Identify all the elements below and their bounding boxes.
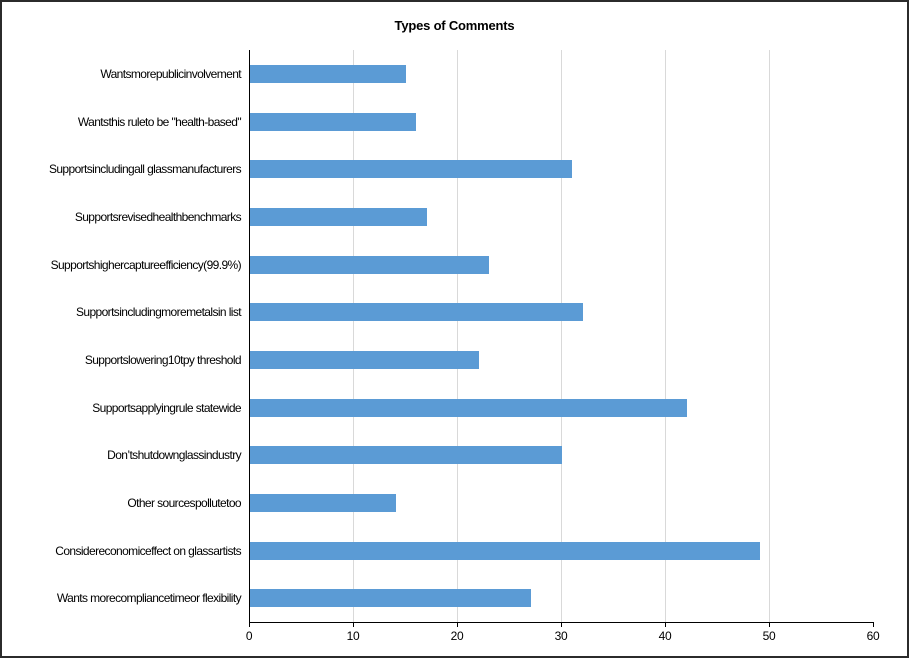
x-tick-label: 0: [245, 629, 253, 643]
bar: [250, 208, 427, 226]
x-axis-tick: [665, 623, 666, 627]
bar: [250, 446, 562, 464]
category-label: Don’tshutdownglassindustry: [107, 448, 241, 462]
x-tick-label: 20: [450, 629, 464, 643]
category-label: Supportslowering10tpy threshold: [84, 353, 242, 367]
category-label: Wants morecompliancetimeor flexibility: [56, 591, 242, 605]
x-tick-label: 30: [554, 629, 568, 643]
bar: [250, 113, 416, 131]
gridline: [457, 50, 458, 622]
gridline: [353, 50, 354, 622]
x-tick-label: 50: [762, 629, 776, 643]
category-label: Supportshighercaptureefficiency(99.9%): [50, 258, 242, 272]
chart-title: Types of Comments: [394, 18, 515, 33]
x-axis-tick: [249, 623, 250, 627]
bar: [250, 589, 531, 607]
category-label: Wantsthis ruleto be "health-based": [77, 115, 242, 129]
bar: [250, 256, 489, 274]
bar: [250, 351, 479, 369]
bar: [250, 399, 687, 417]
category-label: Supportsincludingmoremetalsin list: [75, 305, 242, 319]
bar: [250, 160, 572, 178]
category-label: Other sourcespollutetoo: [127, 496, 241, 510]
category-label: Considereconomiceffect on glassartists: [55, 544, 241, 558]
gridline: [665, 50, 666, 622]
bar: [250, 494, 396, 512]
x-axis-tick: [457, 623, 458, 627]
bar: [250, 303, 583, 321]
category-label: Wantsmorepublicinvolvement: [100, 67, 241, 81]
plot-area: [249, 50, 874, 627]
gridline: [769, 50, 770, 622]
x-axis-tick: [769, 623, 770, 627]
gridline: [561, 50, 562, 622]
x-axis-tick: [353, 623, 354, 627]
x-axis-tick: [561, 623, 562, 627]
bar: [250, 65, 406, 83]
x-tick-label: 60: [866, 629, 880, 643]
category-label: Supportsapplyingrule statewide: [92, 401, 241, 415]
x-axis-tick: [873, 623, 874, 627]
category-label: Supportsincludingall glassmanufacturers: [48, 162, 242, 176]
x-tick-label: 10: [346, 629, 360, 643]
x-tick-label: 40: [658, 629, 672, 643]
category-label: Supportsrevisedhealthbenchmarks: [74, 210, 242, 224]
bar: [250, 542, 760, 560]
